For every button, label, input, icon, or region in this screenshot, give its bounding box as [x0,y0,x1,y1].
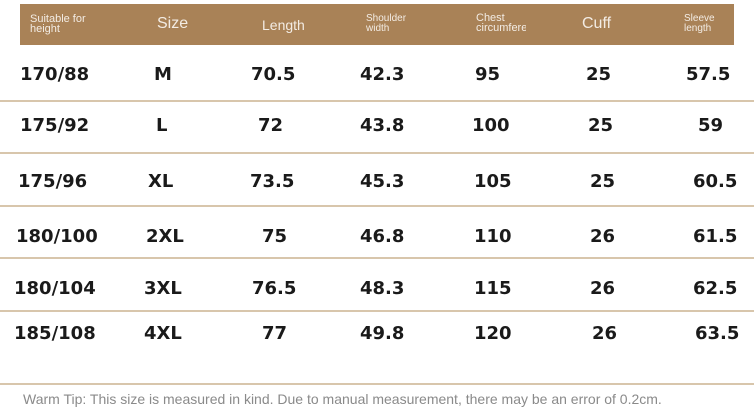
table-cell: 175/96 [18,171,88,192]
table-cell: 73.5 [250,171,295,192]
table-cell: 175/92 [20,115,90,136]
table-cell: XL [148,171,174,192]
table-cell: 26 [590,278,616,299]
header-chest: Chest circumference [476,13,526,33]
table-cell: L [156,115,168,136]
row-divider [0,100,754,102]
table-cell: 75 [262,226,288,247]
table-cell: 46.8 [360,226,405,247]
header-shoulder-width: Shoulder width [366,13,407,34]
table-cell: 180/100 [16,226,98,247]
table-cell: 25 [588,115,614,136]
row-divider [0,383,754,385]
table-cell: 110 [474,226,512,247]
table-cell: 59 [698,115,724,136]
table-cell: 76.5 [252,278,297,299]
table-cell: 180/104 [14,278,96,299]
table-cell: 42.3 [360,64,405,85]
table-cell: 62.5 [693,278,738,299]
table-cell: 43.8 [360,115,405,136]
table-cell: 60.5 [693,171,738,192]
header-height: Suitable for height [30,13,86,35]
table-cell: 63.5 [695,323,740,344]
row-divider [0,257,754,259]
header-length: Length [262,17,305,33]
table-cell: 4XL [144,323,182,344]
table-cell: 77 [262,323,288,344]
table-cell: 95 [475,64,501,85]
row-divider [0,152,754,154]
row-divider [0,310,754,312]
table-cell: 100 [472,115,510,136]
table-cell: 115 [474,278,512,299]
table-cell: 49.8 [360,323,405,344]
table-cell: 3XL [144,278,182,299]
table-cell: 26 [590,226,616,247]
table-cell: M [154,64,172,85]
header-cuff: Cuff [582,15,612,32]
header-sleeve-length: Sleeve length [684,13,715,34]
table-cell: 25 [590,171,616,192]
table-cell: 25 [586,64,612,85]
table-cell: 57.5 [686,64,731,85]
table-cell: 185/108 [14,323,96,344]
table-cell: 120 [474,323,512,344]
table-cell: 45.3 [360,171,405,192]
table-cell: 2XL [146,226,184,247]
table-cell: 70.5 [251,64,296,85]
table-cell: 48.3 [360,278,405,299]
table-cell: 61.5 [693,226,738,247]
table-cell: 26 [592,323,618,344]
table-cell: 105 [474,171,512,192]
row-divider [0,205,754,207]
table-cell: 72 [258,115,284,136]
warm-tip: Warm Tip: This size is measured in kind.… [23,391,662,407]
header-size: Size [157,15,189,32]
table-cell: 170/88 [20,64,90,85]
table-header: Suitable for height Size Length Shoulder… [20,4,734,45]
